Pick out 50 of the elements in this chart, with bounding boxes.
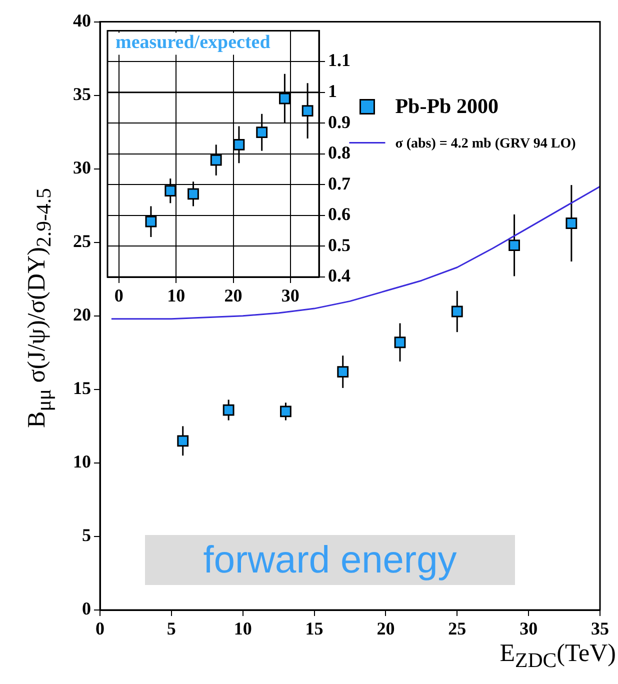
y-tick-label: 0.9 bbox=[328, 112, 350, 132]
y-tick-label: 1.1 bbox=[328, 50, 350, 70]
point bbox=[210, 154, 222, 166]
y-tick-label: 1 bbox=[328, 81, 337, 102]
point bbox=[256, 126, 268, 138]
y-tick-label: 10 bbox=[73, 452, 91, 472]
y-tick-label: 0 bbox=[82, 598, 91, 619]
y-tick-label: 35 bbox=[73, 84, 91, 104]
x-tick-label: 0 bbox=[114, 285, 124, 306]
y-tick-label: 0.4 bbox=[328, 266, 350, 286]
x-tick-label: 20 bbox=[376, 618, 395, 638]
point bbox=[302, 105, 314, 117]
y-tick-label: 0.8 bbox=[328, 142, 350, 163]
point bbox=[566, 218, 578, 229]
legend-label: σ (abs) = 4.2 mb (GRV 94 LO) bbox=[395, 136, 576, 152]
x-tick-label: 10 bbox=[167, 285, 186, 306]
y-tick-label: 15 bbox=[73, 378, 91, 398]
point bbox=[222, 404, 234, 416]
point bbox=[394, 336, 406, 348]
point bbox=[337, 366, 349, 378]
x-tick-label: 10 bbox=[234, 618, 252, 638]
y-tick-label: 20 bbox=[73, 304, 91, 325]
point bbox=[280, 406, 292, 418]
y-tick-label: 40 bbox=[73, 10, 91, 30]
point bbox=[233, 138, 245, 150]
point bbox=[145, 216, 157, 228]
chart-title: measured/expected bbox=[116, 32, 271, 54]
y-tick-label: 0.7 bbox=[328, 173, 350, 194]
point bbox=[508, 240, 520, 252]
point bbox=[188, 188, 199, 200]
point bbox=[279, 92, 290, 104]
x-tick-label: 30 bbox=[520, 618, 538, 638]
y-tick-label: 0.6 bbox=[328, 204, 350, 224]
legend-label: Pb-Pb 2000 bbox=[395, 94, 498, 118]
x-tick-label: 25 bbox=[448, 618, 466, 638]
y-tick-label: 30 bbox=[73, 158, 91, 178]
x-tick-label: 30 bbox=[281, 285, 300, 306]
annotation: forward energy bbox=[203, 539, 457, 582]
y-tick-label: 0.5 bbox=[328, 234, 350, 255]
x-tick-label: 15 bbox=[305, 618, 324, 638]
x-tick-label: 35 bbox=[591, 618, 609, 638]
point bbox=[177, 435, 189, 447]
x-tick-label: 20 bbox=[224, 285, 242, 306]
x-axis-title: E$_{ZDC}$(TeV) bbox=[500, 640, 616, 673]
x-tick-label: 0 bbox=[96, 618, 104, 638]
point bbox=[451, 306, 463, 318]
x-tick-label: 5 bbox=[166, 618, 176, 638]
point bbox=[164, 185, 176, 197]
y-tick-label: 25 bbox=[73, 231, 91, 252]
y-tick-label: 5 bbox=[82, 525, 91, 546]
